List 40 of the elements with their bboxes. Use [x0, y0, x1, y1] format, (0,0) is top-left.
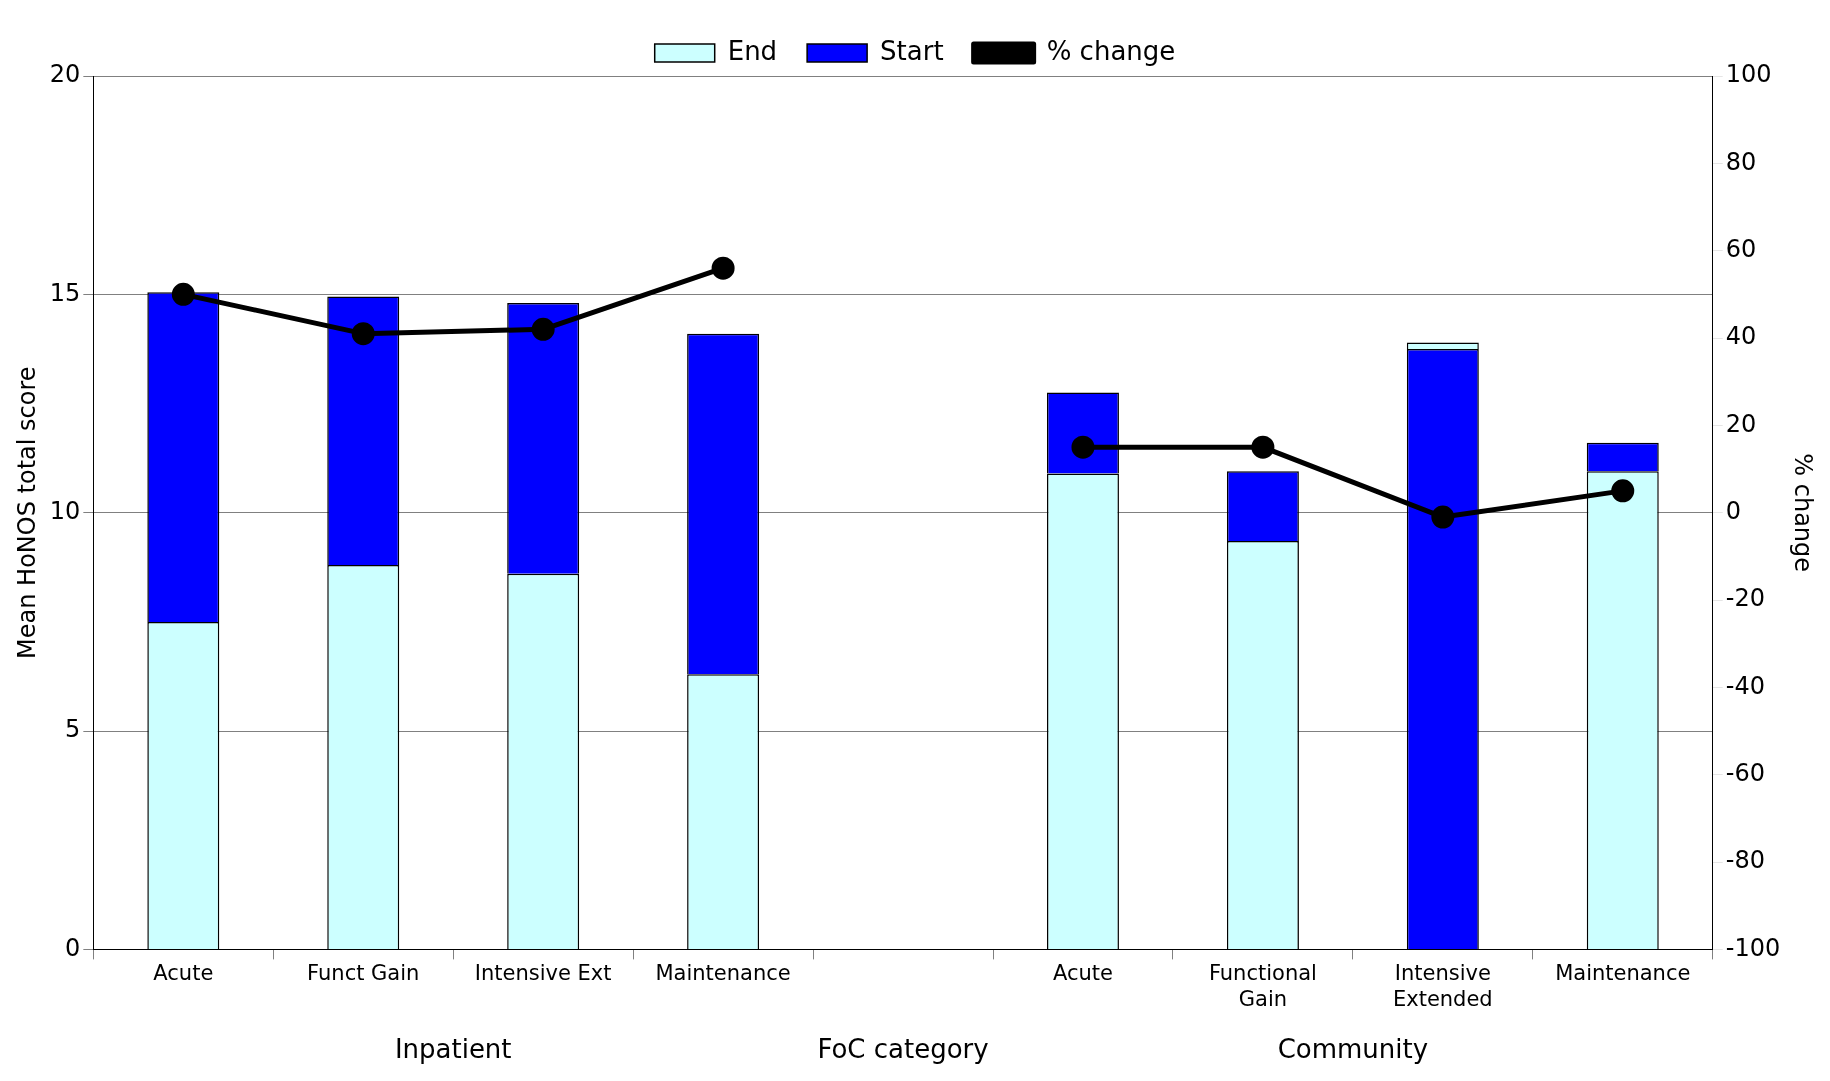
- legend-label: End: [727, 35, 778, 66]
- y-tick-label: 5: [65, 715, 81, 744]
- y2-tick-label: -20: [1725, 584, 1765, 613]
- x-tick-label: Functional Gain: [1208, 961, 1317, 1011]
- x-tick-label: Maintenance: [655, 961, 791, 986]
- y-tick-label: 0: [65, 933, 81, 962]
- text: Inpatient: [394, 1033, 512, 1064]
- x-tick-label: Acute: [153, 961, 214, 986]
- point: [1431, 505, 1455, 529]
- point: [351, 322, 375, 346]
- x-tick-label: Funct Gain: [307, 961, 420, 986]
- y2-tick-label: 40: [1725, 322, 1757, 351]
- point: [171, 282, 195, 306]
- y2-tick-label: 20: [1725, 409, 1757, 438]
- y2-tick-label: -60: [1725, 758, 1765, 787]
- y-tick-label: 15: [49, 278, 81, 307]
- point: [1251, 435, 1275, 459]
- point: [1071, 435, 1095, 459]
- y2-axis-title: % change: [1789, 453, 1818, 573]
- x-axis-title: FoC category: [817, 1034, 989, 1065]
- point: [711, 256, 735, 280]
- y2-tick-label: -100: [1725, 933, 1781, 962]
- y2-tick-label: 80: [1725, 147, 1757, 176]
- y2-tick-label: -40: [1725, 671, 1765, 700]
- x-tick-label: Intensive Ext: [474, 961, 612, 986]
- point: [531, 317, 555, 341]
- x-tick-label: Intensive Extended: [1392, 961, 1493, 1011]
- legend-label: % change: [1046, 35, 1176, 66]
- y2-tick-label: 60: [1725, 234, 1757, 263]
- y-axis-title: Mean HoNOS total score: [12, 366, 41, 659]
- legend-label: Start: [880, 35, 944, 66]
- y-tick-label: 10: [49, 496, 81, 525]
- point: [1611, 479, 1635, 503]
- y-tick-label: 20: [49, 60, 81, 89]
- y2-tick-label: -80: [1725, 846, 1765, 875]
- x-tick-label: Acute: [1052, 961, 1113, 986]
- y2-tick-label: 0: [1725, 496, 1742, 525]
- y2-tick-label: 100: [1725, 60, 1772, 89]
- x-tick-label: Maintenance: [1555, 961, 1691, 986]
- text: Community: [1277, 1033, 1429, 1064]
